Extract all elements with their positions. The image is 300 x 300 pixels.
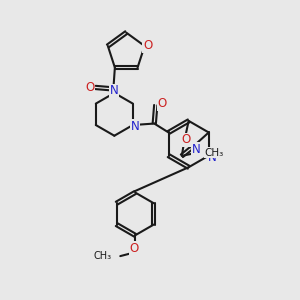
Text: O: O [182,134,191,146]
Text: O: O [158,97,167,110]
Text: N: N [192,143,200,156]
Text: CH₃: CH₃ [205,148,224,158]
Text: N: N [131,120,140,133]
Text: O: O [129,242,139,255]
Text: N: N [110,84,119,98]
Text: N: N [208,151,217,164]
Text: O: O [85,81,95,94]
Text: CH₃: CH₃ [94,251,112,261]
Text: O: O [143,39,152,52]
